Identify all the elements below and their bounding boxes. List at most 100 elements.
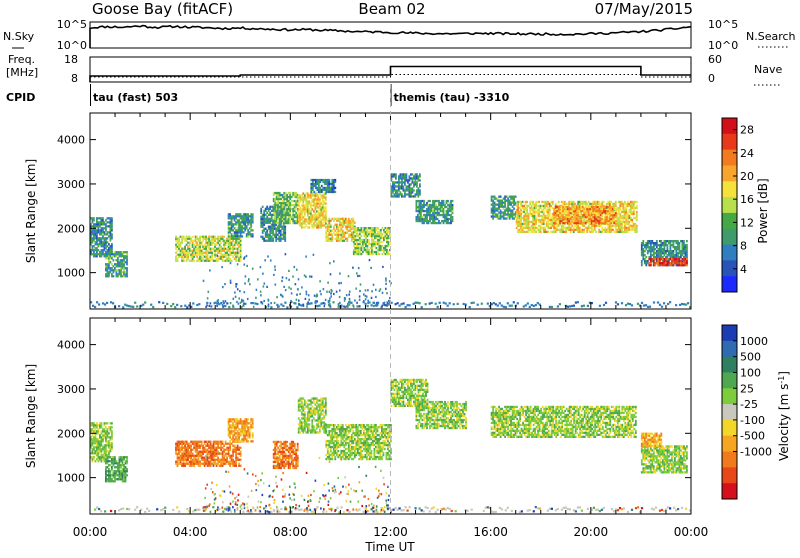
power-echo-cell: [323, 194, 325, 196]
power-echo-cell: [522, 229, 524, 231]
power-echo-cell: [664, 260, 666, 262]
power-echo-cell: [323, 200, 325, 202]
power-echo-cell: [452, 210, 454, 212]
power-echo-cell: [552, 203, 554, 205]
power-echo-cell: [359, 241, 361, 243]
power-echo-cell: [636, 215, 638, 217]
power-echo-cell: [619, 209, 621, 211]
power-echo-cell: [523, 305, 525, 307]
power-echo-cell: [152, 306, 154, 308]
velocity-echo-cell: [104, 428, 106, 430]
power-echo-cell: [178, 240, 180, 242]
power-echo-cell: [237, 240, 239, 242]
power-echo-cell: [346, 294, 348, 296]
power-echo-cell: [119, 269, 121, 271]
power-echo-cell: [217, 242, 219, 244]
power-echo-cell: [627, 219, 629, 221]
power-echo-cell: [186, 244, 188, 246]
power-echo-cell: [543, 223, 545, 225]
power-echo-cell: [162, 302, 164, 304]
power-echo-cell: [425, 303, 427, 305]
power-echo-cell: [612, 218, 614, 220]
power-echo-cell: [311, 220, 313, 222]
power-echo-cell: [428, 222, 430, 224]
power-echo-cell: [351, 228, 353, 230]
power-echo-cell: [220, 242, 222, 244]
power-echo-cell: [686, 256, 688, 258]
power-echo-cell: [266, 206, 268, 208]
power-echo-cell: [331, 236, 333, 238]
power-echo-cell: [625, 304, 627, 306]
power-echo-cell: [679, 242, 681, 244]
power-echo-cell: [111, 221, 113, 223]
power-echo-cell: [535, 203, 537, 205]
power-echo-cell: [537, 227, 539, 229]
power-echo-cell: [431, 208, 433, 210]
power-echo-cell: [120, 269, 122, 271]
power-echo-cell: [549, 213, 551, 215]
power-echo-cell: [263, 216, 265, 218]
power-echo-cell: [288, 218, 290, 220]
power-echo-cell: [288, 200, 290, 202]
power-echo-cell: [226, 252, 228, 254]
power-echo-cell: [686, 250, 688, 252]
power-echo-cell: [280, 232, 282, 234]
power-echo-cell: [564, 201, 566, 203]
power-echo-cell: [558, 210, 560, 212]
power-echo-cell: [618, 211, 620, 213]
power-echo-cell: [641, 246, 643, 248]
power-echo-cell: [111, 227, 113, 229]
power-echo-cell: [555, 231, 557, 233]
power-echo-cell: [615, 205, 617, 207]
power-echo-cell: [108, 259, 110, 261]
power-echo-cell: [330, 226, 332, 228]
power-echo-cell: [117, 257, 119, 259]
power-echo-cell: [509, 200, 511, 202]
power-echo-cell: [323, 288, 325, 290]
power-echo-cell: [349, 230, 351, 232]
power-echo-cell: [575, 302, 577, 304]
power-echo-cell: [277, 200, 279, 202]
power-echo-cell: [111, 217, 113, 219]
velocity-echo-cell: [98, 460, 100, 462]
power-echo-cell: [565, 212, 567, 214]
power-echo-cell: [446, 216, 448, 218]
power-echo-cell: [231, 242, 233, 244]
power-echo-cell: [108, 273, 110, 275]
power-echo-cell: [282, 206, 284, 208]
power-echo-cell: [230, 280, 232, 282]
power-echo-cell: [538, 213, 540, 215]
power-echo-cell: [113, 259, 115, 261]
power-echo-cell: [630, 209, 632, 211]
power-echo-cell: [420, 212, 422, 214]
power-echo-cell: [225, 244, 227, 246]
power-echo-cell: [585, 201, 587, 203]
power-echo-cell: [92, 241, 94, 243]
power-echo-cell: [240, 244, 242, 246]
power-echo-cell: [587, 305, 589, 307]
power-echo-cell: [234, 219, 236, 221]
power-echo-cell: [299, 220, 301, 222]
power-echo-cell: [284, 240, 286, 242]
power-echo-cell: [361, 227, 363, 229]
power-echo-cell: [293, 302, 295, 304]
power-echo-cell: [659, 304, 661, 306]
power-echo-cell: [592, 231, 594, 233]
power-echo-cell: [240, 231, 242, 233]
power-echo-cell: [686, 240, 688, 242]
power-echo-cell: [237, 250, 239, 252]
power-echo-cell: [660, 262, 662, 264]
power-echo-cell: [231, 254, 233, 256]
power-echo-cell: [643, 305, 645, 307]
beam-title: Beam 02: [358, 0, 425, 18]
power-echo-cell: [683, 242, 685, 244]
power-echo-cell: [180, 305, 182, 307]
power-echo-cell: [230, 262, 232, 264]
power-echo-cell: [499, 302, 501, 304]
power-echo-cell: [597, 206, 599, 208]
power-echo-cell: [660, 246, 662, 248]
power-echo-cell: [306, 293, 308, 295]
power-echo-cell: [329, 303, 331, 305]
power-echo-cell: [547, 217, 549, 219]
power-echo-cell: [329, 291, 331, 293]
